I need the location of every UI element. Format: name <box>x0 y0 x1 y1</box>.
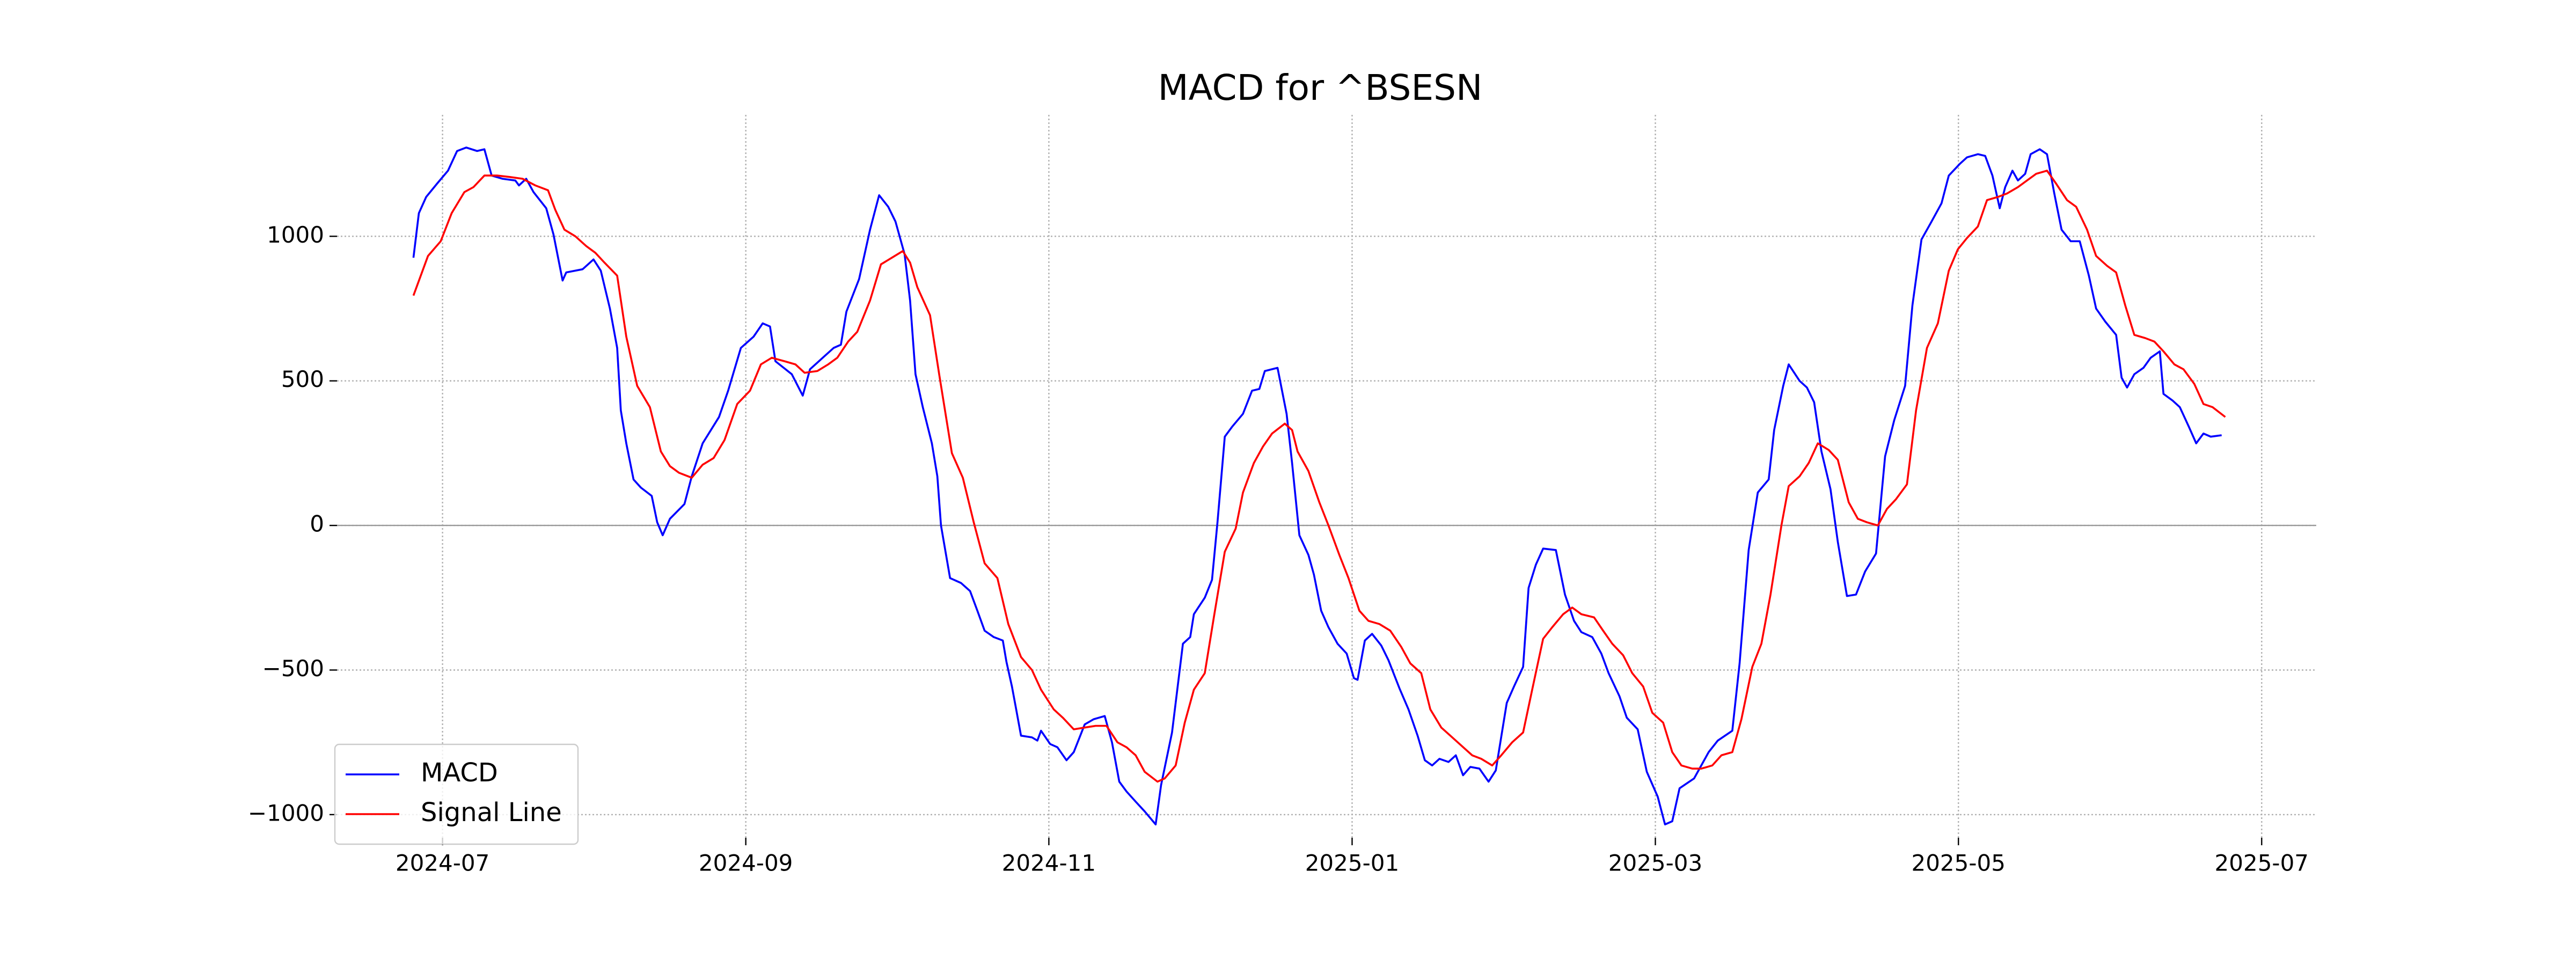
chart-title: MACD for ^BSESN <box>1158 67 1483 108</box>
x-tick-label: 2024-07 <box>396 850 490 876</box>
y-tick-label: −1000 <box>248 800 324 826</box>
x-tick-label: 2025-01 <box>1305 850 1400 876</box>
x-tick-label: 2024-09 <box>699 850 793 876</box>
legend: MACD Signal Line <box>334 743 579 845</box>
series-line <box>412 147 2222 825</box>
series-line <box>412 170 2226 783</box>
y-tick-label: 0 <box>310 511 324 537</box>
x-tick-label: 2025-03 <box>1608 850 1703 876</box>
legend-box <box>334 743 579 845</box>
legend-label: MACD <box>421 758 498 788</box>
legend-label: Signal Line <box>421 797 562 828</box>
x-tick-label: 2025-07 <box>2215 850 2309 876</box>
x-tick-label: 2025-05 <box>1911 850 2006 876</box>
y-tick-label: 1000 <box>267 222 324 248</box>
y-tick-label: −500 <box>262 655 324 682</box>
y-tick-label: 500 <box>281 366 324 392</box>
x-tick-label: 2024-11 <box>1002 850 1096 876</box>
